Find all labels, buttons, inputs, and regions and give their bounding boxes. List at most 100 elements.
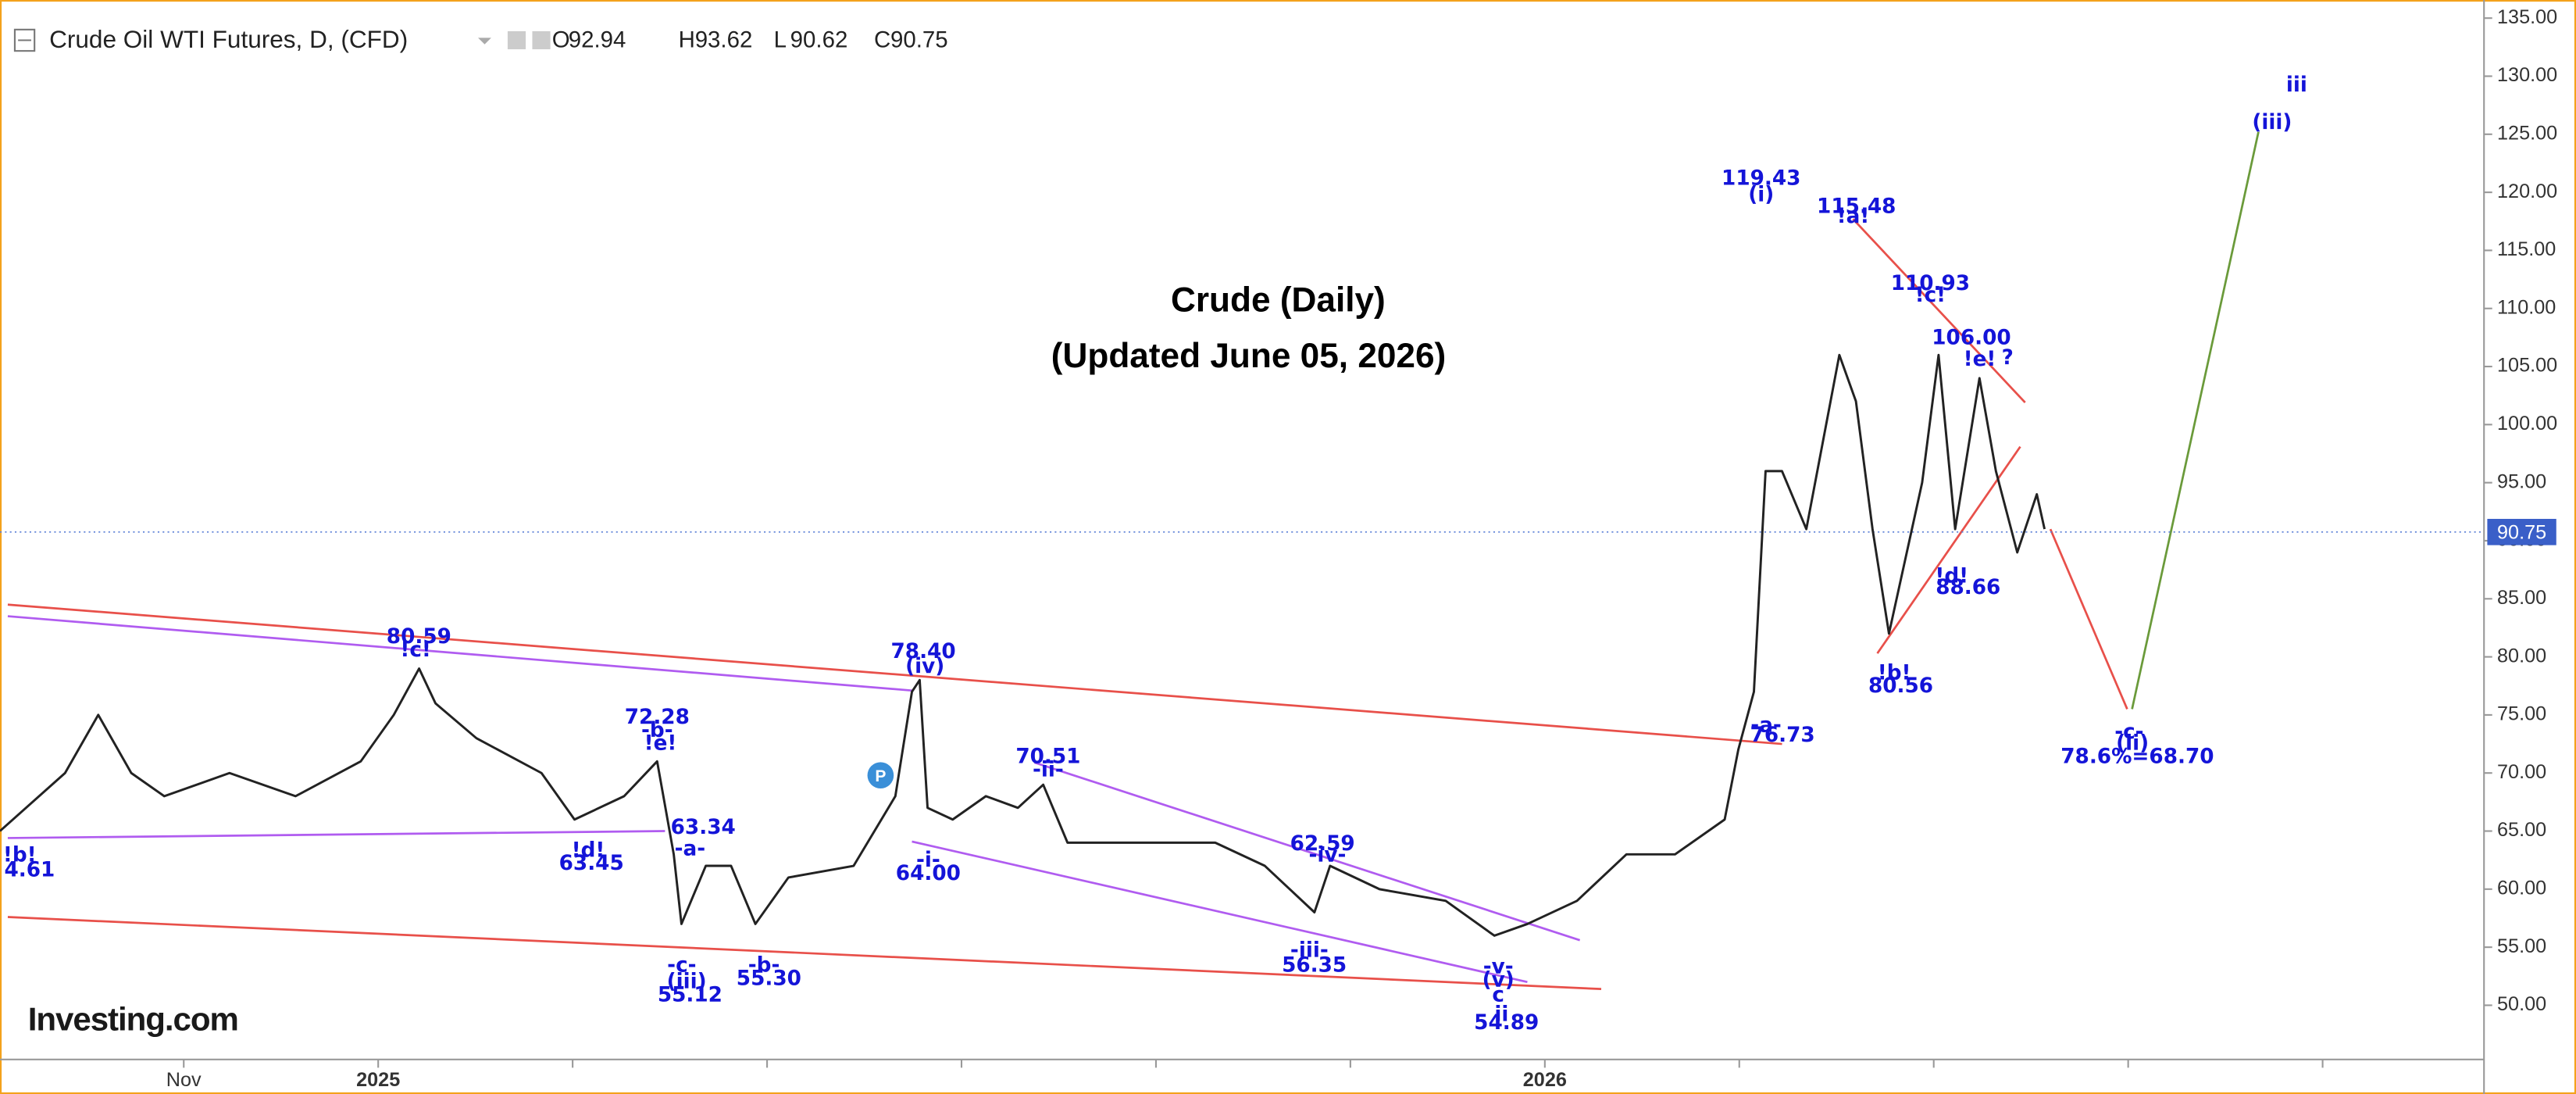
wave-label: 55.30 — [737, 967, 801, 990]
y-tick-label: 115.00 — [2497, 238, 2556, 260]
wave-label: 55.12 — [658, 983, 722, 1006]
x-tick-label: 2025 — [356, 1069, 400, 1091]
wave-label: 54.89 — [1474, 1011, 1539, 1035]
ohlc-label: L — [774, 27, 787, 52]
wave-label: 72.28 — [625, 706, 690, 729]
wave-label: -c- — [667, 954, 696, 978]
wave-label: !c! — [1915, 284, 1946, 307]
y-tick-label: 50.00 — [2497, 993, 2546, 1015]
wave-label: 80.59 — [387, 625, 451, 649]
y-tick-label: 55.00 — [2497, 935, 2546, 957]
wave-label: (i) — [1748, 184, 1774, 207]
wave-label: !e! — [1964, 348, 1996, 371]
wave-label: 64.00 — [896, 862, 961, 885]
wave-label: !e! — [644, 732, 677, 756]
wave-label: 62.59 — [1290, 832, 1355, 856]
wave-label: 70.51 — [1015, 745, 1080, 769]
price-line — [0, 353, 2046, 937]
wave-label: !c! — [400, 638, 431, 662]
ohlc-label: O — [552, 27, 570, 52]
wave-label: -i- — [916, 849, 940, 872]
icon[interactable] — [532, 30, 551, 50]
y-tick-label: 100.00 — [2497, 413, 2557, 434]
wave-label: ? — [2002, 346, 2014, 370]
wave-label: !b! — [3, 844, 37, 867]
collapse-icon[interactable] — [13, 28, 36, 52]
wave-label: 4.61 — [4, 859, 55, 882]
wave-label: (v) — [1482, 968, 1515, 992]
wave-label: 63.34 — [671, 816, 736, 839]
symbol-dropdown[interactable] — [478, 38, 491, 45]
wave-label: -ii- — [1033, 758, 1064, 781]
trendline — [7, 615, 912, 692]
wave-label: -c- — [2114, 720, 2143, 744]
y-tick-label: 70.00 — [2497, 761, 2546, 783]
y-tick-label: 110.00 — [2497, 296, 2556, 318]
wave-label: 80.56 — [1868, 674, 1933, 698]
wave-label: c — [1492, 983, 1504, 1006]
trendline — [1876, 445, 2021, 654]
wave-label: -v- — [1483, 956, 1514, 979]
wave-label: -iii- — [1290, 939, 1329, 963]
wave-label: 78.6%=68.70 — [2060, 745, 2214, 769]
last-price-label: 90.75 — [2497, 522, 2546, 544]
wave-label: 56.35 — [1282, 954, 1347, 978]
wave-label: 119.43 — [1721, 167, 1800, 191]
wave-label: (iii) — [2252, 111, 2292, 134]
wave-label: !a! — [1837, 205, 1870, 228]
chart-title: Crude (Daily) — [1171, 281, 1386, 319]
logo: Investing.com — [28, 1001, 238, 1038]
wave-label: -b- — [641, 719, 673, 742]
trendline — [7, 603, 1782, 745]
trendline — [1852, 218, 2026, 404]
y-tick-label: 65.00 — [2497, 819, 2546, 841]
wave-label: 78.40 — [891, 640, 956, 663]
wave-label: 110.93 — [1891, 272, 1970, 295]
wave-label: ii — [1494, 1003, 1508, 1027]
wave-label: 63.45 — [559, 852, 624, 875]
y-tick-label: 80.00 — [2497, 645, 2546, 667]
y-tick-label: 85.00 — [2497, 587, 2546, 609]
ohlc-label: H — [679, 27, 695, 52]
wave-label: 115.48 — [1817, 195, 1896, 218]
ohlc-value: 92.94 — [569, 27, 626, 52]
wave-label: -a- — [675, 837, 706, 860]
y-tick-label: 120.00 — [2497, 181, 2557, 202]
chart-subtitle: (Updated June 05, 2026) — [1051, 337, 1446, 375]
trendline — [1033, 761, 1581, 942]
wave-label: -iv- — [1309, 844, 1347, 867]
marker[interactable] — [867, 762, 894, 789]
icon[interactable] — [507, 30, 526, 50]
marker-label: P — [875, 767, 886, 785]
wave-label: !d! — [572, 838, 605, 862]
y-tick-label: 105.00 — [2497, 355, 2557, 377]
x-tick-label: Nov — [166, 1069, 202, 1091]
ohlc-value: 90.75 — [890, 27, 948, 52]
wave-label: -b- — [748, 954, 780, 978]
wave-label: (iii) — [667, 971, 707, 994]
y-tick-label: 125.00 — [2497, 122, 2557, 144]
wave-label: 76.73 — [1750, 724, 1815, 747]
wave-label: -a- — [1750, 714, 1782, 738]
y-tick-label: 135.00 — [2497, 6, 2557, 28]
wave-label: (iv) — [905, 655, 944, 678]
symbol: Crude Oil WTI Futures, D, (CFD) — [49, 25, 408, 53]
trendline — [7, 916, 1602, 991]
y-tick-label: 60.00 — [2497, 878, 2546, 899]
y-tick-label: 95.00 — [2497, 470, 2546, 492]
wave-label: !d! — [1935, 564, 1968, 588]
ohlc-value: 90.62 — [790, 27, 848, 52]
wave-label: (ii) — [2116, 732, 2149, 756]
wave-label: 106.00 — [1932, 327, 2010, 350]
y-tick-label: 75.00 — [2497, 703, 2546, 725]
trendline — [7, 830, 665, 839]
trendline — [912, 840, 1528, 984]
wave-label: !b! — [1878, 661, 1911, 685]
ohlc-label: C — [874, 27, 890, 52]
trendline — [2131, 131, 2260, 710]
trendline — [2049, 528, 2128, 710]
ohlc-value: 93.62 — [695, 27, 753, 52]
x-tick-label: 2026 — [1523, 1069, 1567, 1091]
